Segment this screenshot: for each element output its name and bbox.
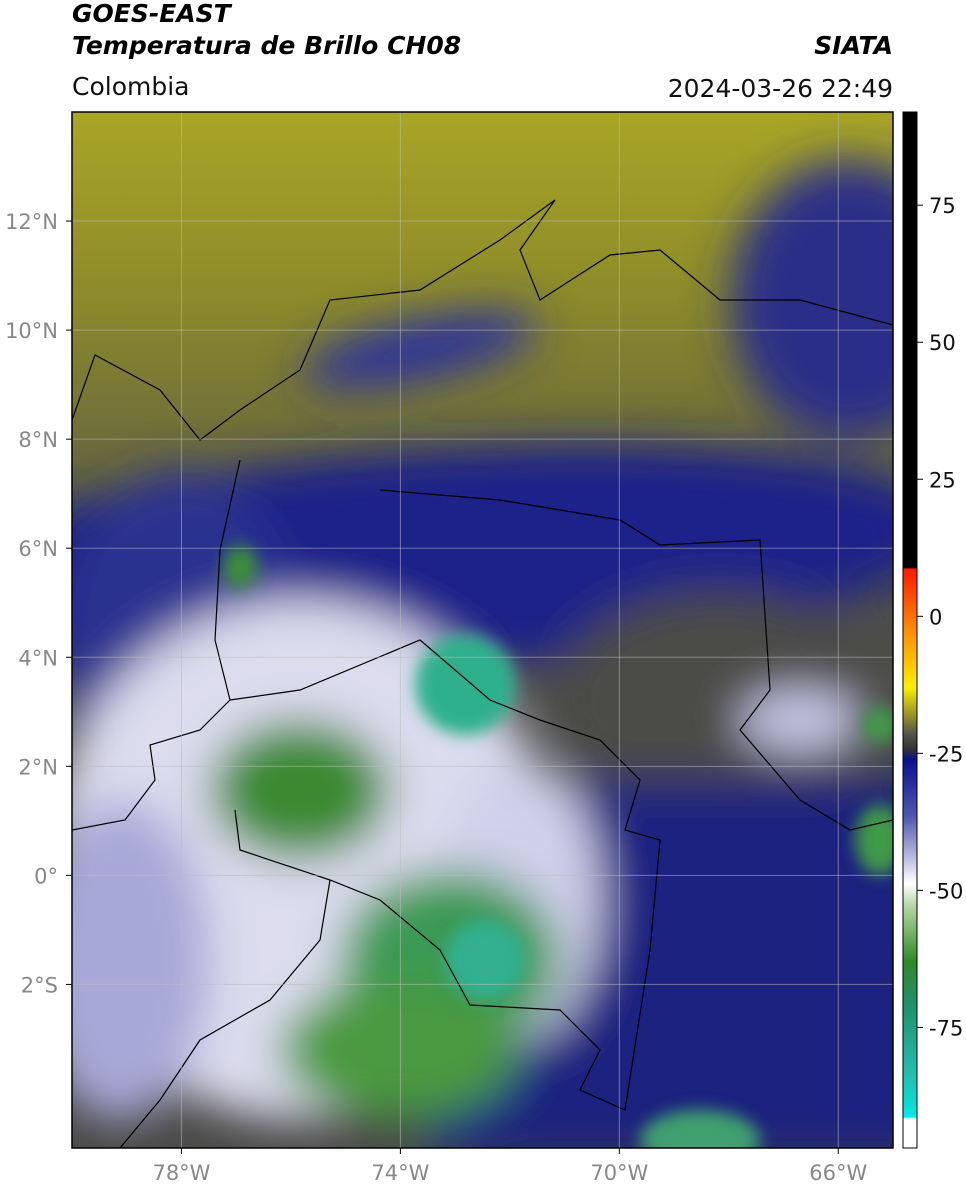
colorbar-tick-label: 0 [929, 605, 942, 629]
map-frame [71, 111, 894, 1149]
colorbar-tick-label: -75 [929, 1016, 963, 1040]
lat-tick-label: 2°N [18, 755, 58, 779]
graticule [72, 112, 893, 1148]
colorbar-tick-label: 75 [929, 194, 956, 218]
satellite-image [72, 112, 893, 1148]
lon-tick-label: 70°W [590, 1161, 648, 1185]
lat-tick-label: 12°N [5, 210, 58, 234]
lat-tick-label: 2°S [21, 973, 58, 997]
satellite: GOES-EAST [72, 0, 233, 28]
lon-tick-label: 74°W [371, 1161, 429, 1185]
lat-tick-label: 6°N [18, 537, 58, 561]
lat-tick-label: 10°N [5, 319, 58, 343]
colorbar-tick-label: -50 [929, 879, 963, 903]
lon-tick-label: 78°W [152, 1161, 210, 1185]
datetime: 2024-03-26 22:49 [668, 74, 893, 103]
region: Colombia [72, 72, 189, 101]
source: SIATA [814, 31, 893, 60]
colorbar-tick-label: 25 [929, 468, 956, 492]
product: Temperatura de Brillo CH08 [72, 31, 461, 60]
colorbar-tick-label: -25 [929, 742, 963, 766]
lat-tick-label: 4°N [18, 646, 58, 670]
colorbar-tick-label: 50 [929, 331, 956, 355]
lon-tick-label: 66°W [809, 1161, 867, 1185]
lat-tick-label: 8°N [18, 428, 58, 452]
lat-tick-label: 0° [34, 864, 58, 888]
colorbar [902, 111, 918, 1149]
